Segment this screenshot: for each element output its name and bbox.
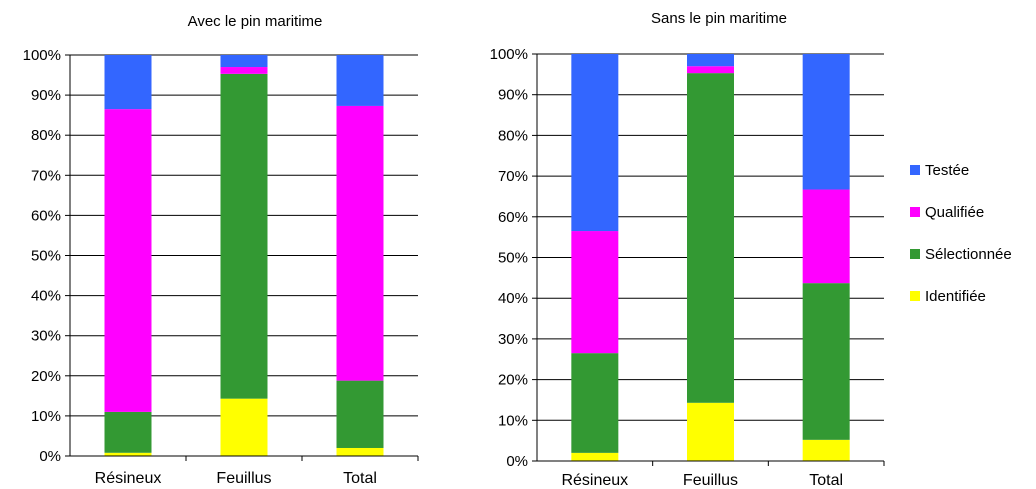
- chart-2-y-tick-label: 40%: [498, 290, 528, 307]
- legend-label-4: Identifiée: [925, 288, 986, 305]
- chart-2-y-tick-label: 20%: [498, 372, 528, 389]
- chart-1-title: Avec le pin maritime: [188, 13, 323, 30]
- chart-2-bar-selectionnee-3: [802, 283, 850, 440]
- legend-swatch-1: [910, 165, 920, 175]
- chart-2-x-category-label: Résineux: [561, 472, 628, 489]
- chart-2-y-tick-label: 10%: [498, 412, 528, 429]
- chart-2-bar-identifiee-1: [571, 452, 619, 461]
- chart-1-y-tick-label: 30%: [31, 328, 61, 345]
- chart-2-bar-identifiee-2: [687, 402, 734, 461]
- chart-1-y-tick-label: 40%: [31, 288, 61, 305]
- chart-1-x-category-label: Résineux: [95, 470, 162, 487]
- chart-2-bar-selectionnee-1: [571, 353, 619, 453]
- chart-1-y-tick-label: 80%: [31, 127, 61, 144]
- chart-1-bar-testee-3: [336, 55, 384, 106]
- chart-2-y-tick-label: 50%: [498, 250, 528, 267]
- chart-1-y-tick-label: 20%: [31, 368, 61, 385]
- chart-1-y-tick-label: 70%: [31, 167, 61, 184]
- chart-1-y-tick-label: 60%: [31, 207, 61, 224]
- legend-label-3: Sélectionnée: [925, 246, 1012, 263]
- chart-2-bar-testee-3: [802, 54, 850, 190]
- legend-label-2: Qualifiée: [925, 204, 984, 221]
- legend-swatch-2: [910, 207, 920, 217]
- chart-1-bar-selectionnee-3: [336, 380, 384, 448]
- chart-2-bar-qualifiee-1: [571, 231, 619, 354]
- chart-2-y-tick-label: 80%: [498, 127, 528, 144]
- chart-1-bar-qualifiee-1: [104, 109, 152, 412]
- chart-1-y-tick-label: 90%: [31, 87, 61, 104]
- chart-2-y-tick-label: 0%: [506, 453, 528, 470]
- chart-1-y-tick-label: 100%: [23, 47, 61, 64]
- chart-2-y-tick-label: 70%: [498, 168, 528, 185]
- legend-swatch-4: [910, 291, 920, 301]
- chart-1-bar-testee-2: [220, 55, 268, 68]
- chart-1-x-category-label: Feuillus: [216, 470, 271, 487]
- chart-2-bar-identifiee-3: [802, 439, 850, 461]
- chart-1-y-tick-label: 0%: [39, 448, 61, 465]
- chart-2-y-tick-label: 60%: [498, 209, 528, 226]
- chart-1-x-category-label: Total: [343, 470, 377, 487]
- chart-1-bar-testee-1: [104, 55, 152, 110]
- chart-1-y-tick-label: 10%: [31, 408, 61, 425]
- chart-2-bar-qualifiee-2: [687, 66, 734, 74]
- chart-2-bar-qualifiee-3: [802, 189, 850, 284]
- chart-2-x-category-label: Total: [809, 472, 843, 489]
- chart-2-x-category-label: Feuillus: [683, 472, 738, 489]
- chart-1-bar-identifiee-1: [104, 452, 152, 456]
- chart-1-bar-qualifiee-3: [336, 105, 384, 381]
- chart-1-bar-qualifiee-2: [220, 67, 268, 74]
- legend-swatch-3: [910, 249, 920, 259]
- chart-2-y-tick-label: 100%: [490, 46, 528, 63]
- chart-2-title: Sans le pin maritime: [651, 10, 787, 27]
- chart-2-y-tick-label: 90%: [498, 87, 528, 104]
- chart-2-bar-testee-1: [571, 54, 619, 232]
- chart-1-bar-identifiee-3: [336, 447, 384, 456]
- chart-1-bar-identifiee-2: [220, 398, 268, 456]
- chart-2-bar-selectionnee-2: [687, 73, 734, 403]
- legend-label-1: Testée: [925, 162, 969, 179]
- chart-1-bar-selectionnee-2: [220, 73, 268, 399]
- chart-1-bar-selectionnee-1: [104, 411, 152, 453]
- chart-1-y-tick-label: 50%: [31, 248, 61, 265]
- chart-2-bar-testee-2: [687, 54, 734, 67]
- chart-2-y-tick-label: 30%: [498, 331, 528, 348]
